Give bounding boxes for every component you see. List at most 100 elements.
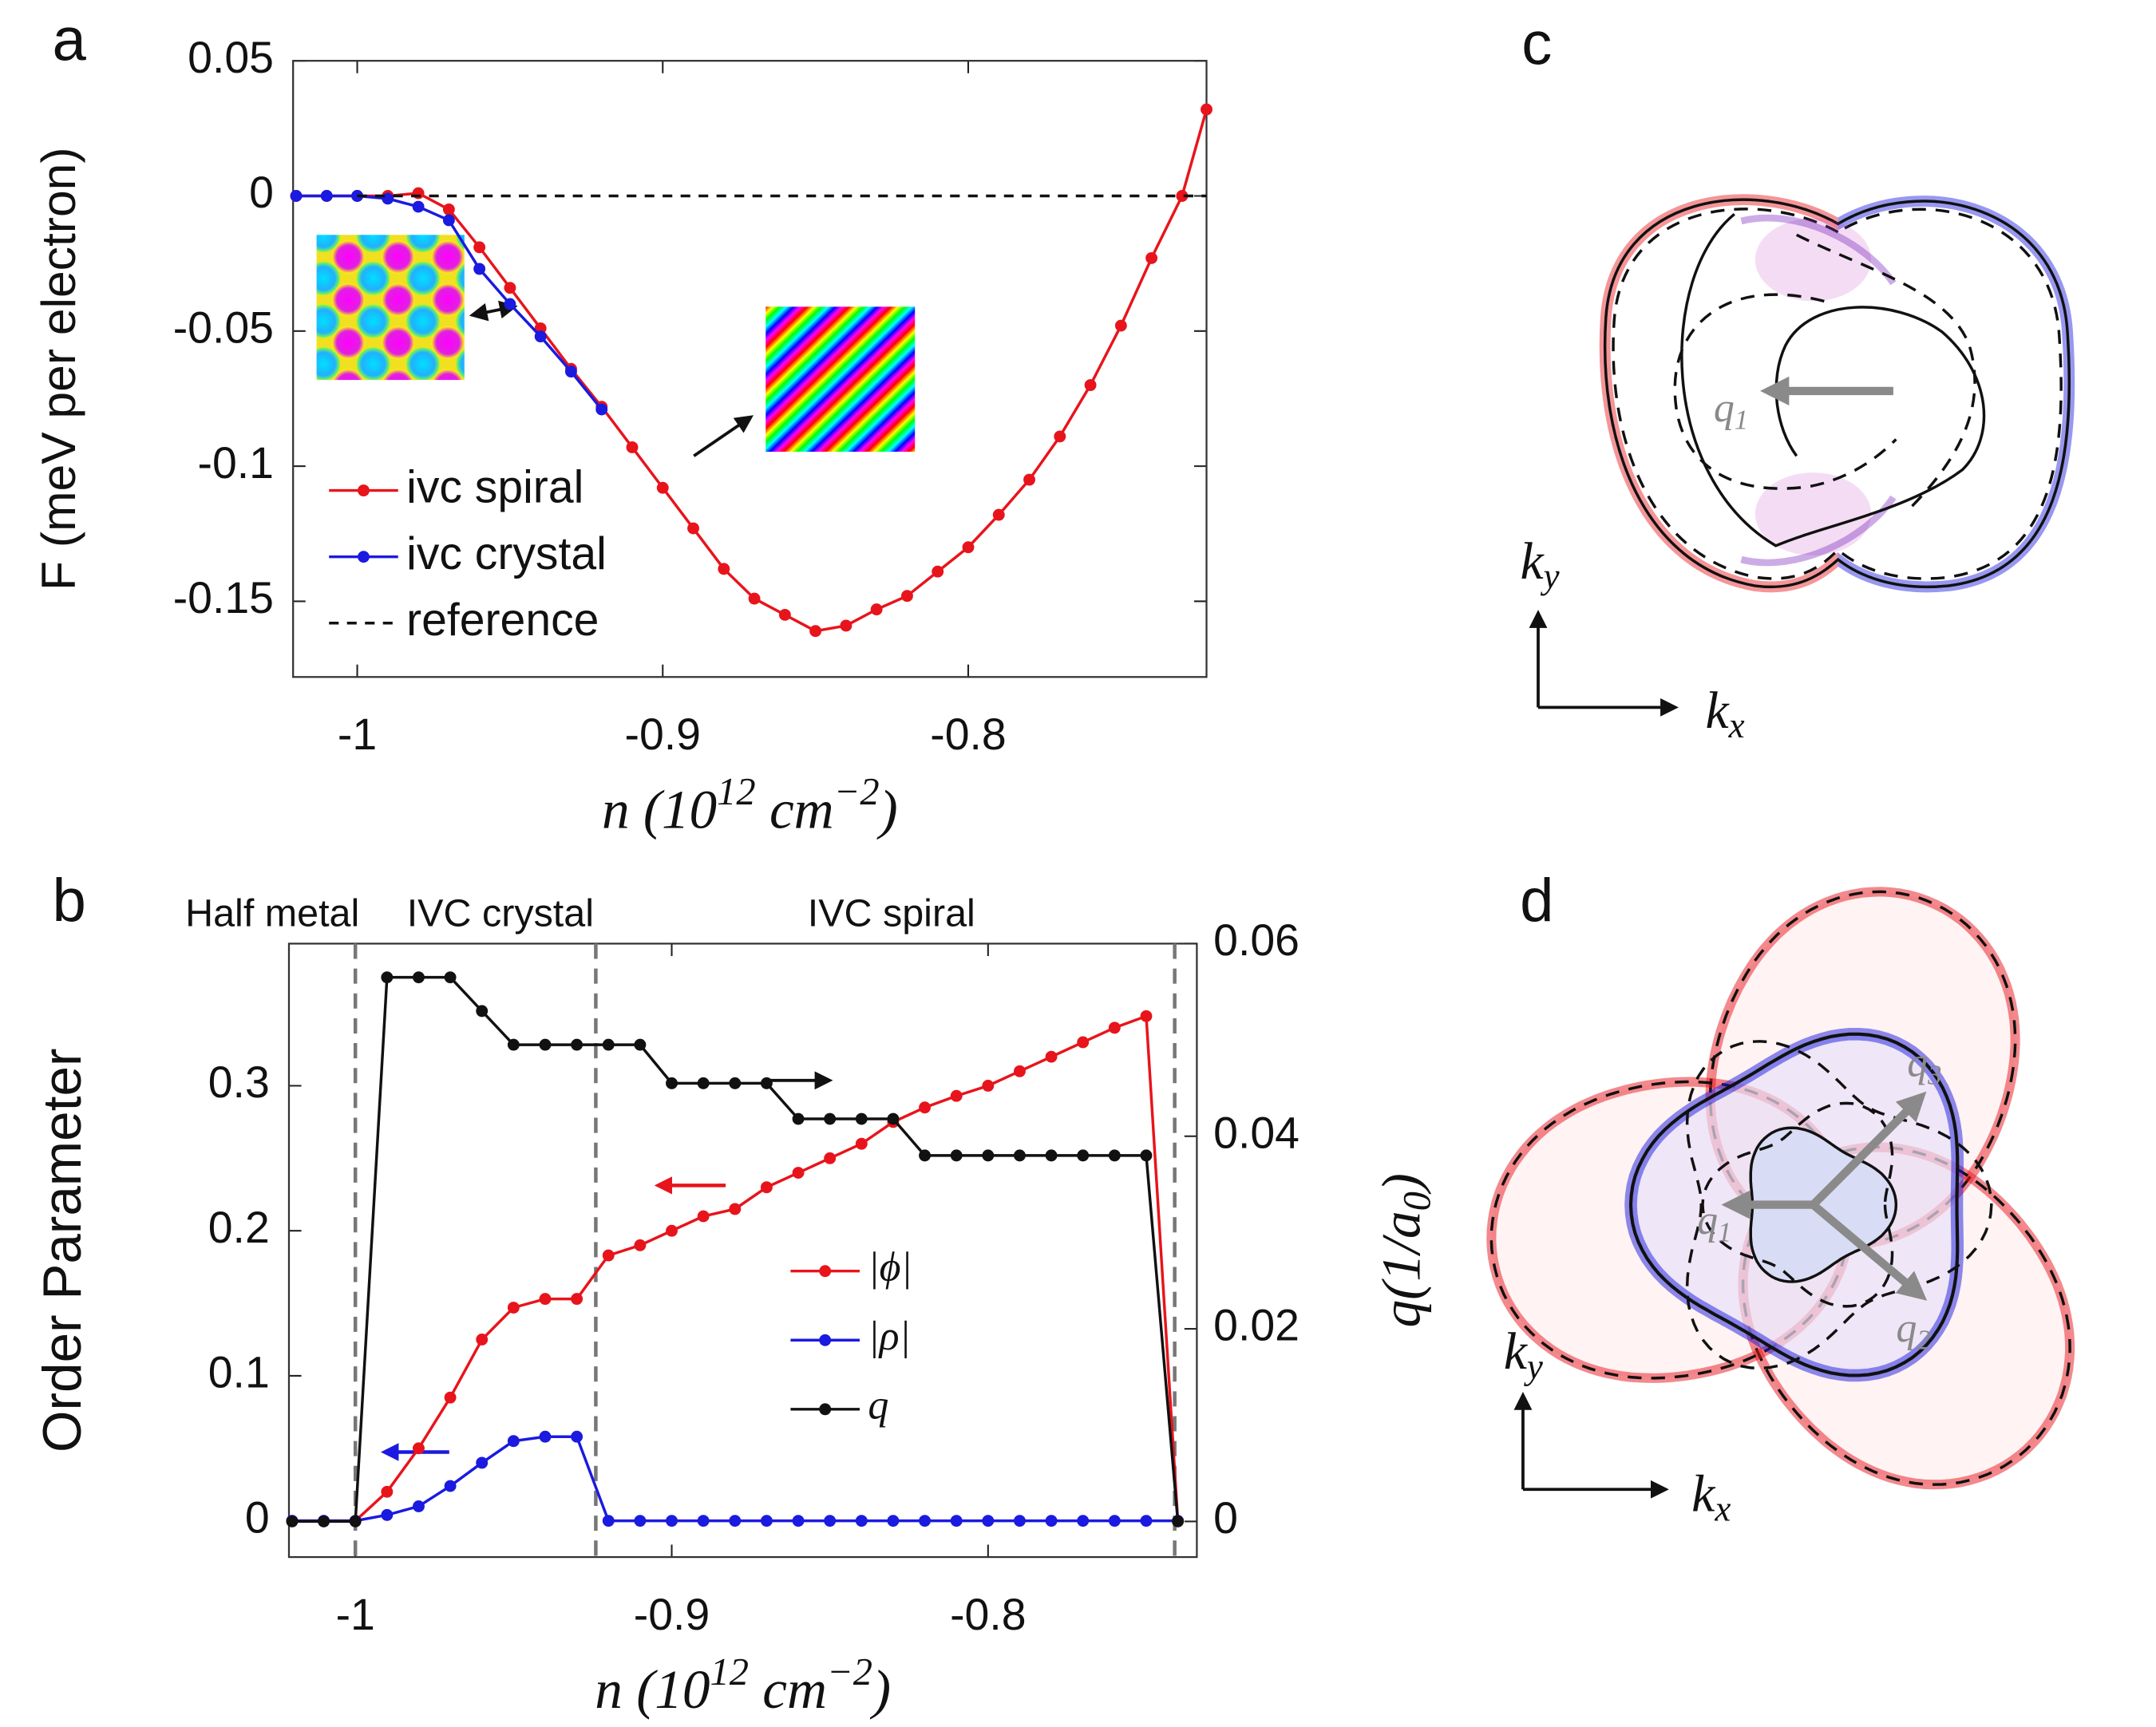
x-tick-label: -0.9 (625, 709, 701, 759)
label-part: q (1714, 385, 1735, 431)
data-point (412, 187, 425, 200)
data-point (1114, 319, 1127, 332)
data-point (1140, 1149, 1153, 1162)
data-point (919, 1515, 932, 1527)
y-tick-label: -0.1 (198, 438, 274, 488)
data-point (760, 1515, 773, 1527)
data-point (1077, 1515, 1090, 1527)
label-sub: 3 (1927, 1060, 1941, 1090)
ky-label: ky (1520, 532, 1559, 597)
data-point (1014, 1515, 1026, 1527)
data-point (602, 1038, 615, 1051)
fermi-surface-c (1599, 194, 2075, 593)
inner-dash (1701, 1101, 1894, 1308)
data-point (1108, 1022, 1121, 1034)
label-sub: x (1714, 1489, 1731, 1529)
arrow (693, 415, 754, 457)
data-point (792, 1112, 805, 1125)
data-point (444, 1480, 457, 1492)
data-point (507, 1302, 520, 1314)
data-point (666, 1077, 678, 1089)
data-point (413, 1442, 425, 1455)
y-tick-label: -0.15 (173, 573, 274, 622)
legend-marker (819, 1265, 832, 1278)
label-part: q (1896, 1306, 1917, 1351)
data-point (697, 1210, 710, 1223)
data-point (349, 1515, 362, 1527)
data-point (1140, 1010, 1153, 1022)
data-point (634, 1239, 647, 1251)
label-sub: y (1524, 1347, 1543, 1387)
data-point (412, 200, 425, 213)
data-point (1145, 251, 1158, 264)
data-point (442, 214, 455, 227)
panel-letter: b (53, 867, 86, 935)
label-part: 12 (710, 1651, 749, 1693)
data-point (1172, 1515, 1185, 1527)
label-part: 0 (1396, 1192, 1438, 1211)
data-point (413, 1500, 425, 1512)
legend-marker (819, 1334, 832, 1346)
data-point (634, 1515, 647, 1527)
plot-frame (292, 60, 1208, 678)
data-point (687, 522, 699, 535)
label-sub: y (1541, 556, 1560, 596)
data-point (792, 1167, 805, 1179)
data-point (539, 1038, 552, 1051)
data-point (1045, 1515, 1058, 1527)
y-tick-label: 0 (249, 168, 274, 217)
label-sub: 2 (1917, 1326, 1930, 1356)
data-point (900, 590, 913, 603)
data-point (809, 625, 822, 638)
label-part: n (10 (595, 1658, 710, 1720)
region-label: IVC crystal (407, 892, 594, 935)
data-point (919, 1149, 932, 1162)
data-point (444, 1391, 457, 1404)
data-point (760, 1077, 773, 1089)
data-point (932, 565, 944, 578)
data-point (571, 1430, 584, 1443)
ring (1628, 1032, 1960, 1377)
panel-letter: d (1520, 867, 1553, 935)
legend-marker (358, 551, 370, 563)
y2-tick-label: 0.02 (1213, 1301, 1300, 1350)
label-part: ) (1370, 1173, 1431, 1195)
q-arrows (1721, 1091, 1928, 1301)
label-part: q (1907, 1040, 1928, 1085)
label-part: ) (876, 778, 898, 840)
data-point (656, 481, 669, 494)
data-point (286, 1515, 299, 1527)
data-point (1201, 103, 1213, 116)
data-point (539, 1430, 552, 1443)
y2-tick-label: 0 (1213, 1493, 1238, 1543)
label-part: q (1697, 1198, 1718, 1243)
data-point (982, 1149, 995, 1162)
data-point (1054, 430, 1066, 443)
data-point (729, 1077, 742, 1089)
label-sub: 1 (1735, 405, 1748, 436)
data-point (855, 1112, 868, 1125)
data-point (444, 971, 457, 984)
label-part: 12 (717, 771, 755, 813)
data-point (473, 241, 486, 254)
data-point (320, 190, 333, 202)
data-point (718, 563, 730, 575)
data-point (666, 1224, 678, 1237)
label-part: n (10 (602, 778, 717, 840)
legend-label: ivc crystal (406, 528, 607, 579)
y-tick-label: 0.1 (208, 1348, 270, 1397)
y2-tick-label: 0.06 (1213, 915, 1300, 965)
data-point (729, 1203, 742, 1215)
y-tick-label: 0 (245, 1492, 270, 1542)
y2-tick-label: 0.04 (1213, 1108, 1300, 1157)
data-point (950, 1149, 963, 1162)
x-tick-label: -1 (338, 709, 377, 759)
data-point (382, 192, 394, 205)
data-point (855, 1515, 868, 1527)
x-tick-label: -0.8 (950, 1590, 1026, 1639)
lobe-dash (1708, 890, 2017, 1247)
data-point (1140, 1515, 1153, 1527)
data-point (634, 1038, 647, 1051)
data-point (473, 263, 486, 275)
